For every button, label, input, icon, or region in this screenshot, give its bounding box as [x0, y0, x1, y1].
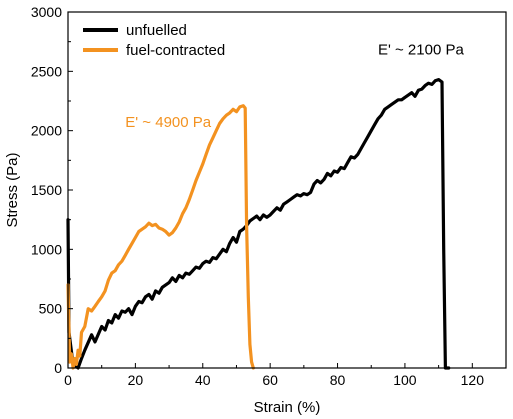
x-axis-title: Strain (%) — [254, 399, 321, 416]
series-line-fuel-contracted — [66, 104, 255, 370]
annotation-unfuelled-modulus: E' ~ 2100 Pa — [378, 42, 465, 59]
x-tick-label: 60 — [262, 372, 278, 388]
y-tick-label: 2000 — [31, 123, 62, 139]
x-tick-label: 0 — [64, 372, 72, 388]
x-tick-label: 120 — [461, 372, 485, 388]
y-tick-label: 500 — [39, 301, 63, 317]
y-axis-title: Stress (Pa) — [4, 152, 21, 227]
legend-label-unfuelled: unfuelled — [126, 22, 187, 39]
y-tick-label: 0 — [54, 360, 62, 376]
y-tick-label: 3000 — [31, 4, 62, 20]
ticks-layer: 0 20 40 60 80 100 120 0 500 1000 1500 2000 2500 3000 — [31, 4, 484, 388]
y-tick-label: 2500 — [31, 63, 62, 79]
x-tick-label: 40 — [195, 372, 211, 388]
x-tick-label: 20 — [128, 372, 144, 388]
legend: unfuelled fuel-contracted — [83, 22, 225, 59]
series-line-unfuelled — [66, 77, 451, 370]
annotation-fuel-contracted-modulus: E' ~ 4900 Pa — [125, 114, 212, 131]
series-layer — [66, 77, 451, 370]
x-tick-label: 80 — [330, 372, 346, 388]
y-tick-label: 1000 — [31, 241, 62, 257]
legend-label-fuel-contracted: fuel-contracted — [126, 42, 225, 59]
y-tick-label: 1500 — [31, 182, 62, 198]
x-tick-label: 100 — [393, 372, 417, 388]
